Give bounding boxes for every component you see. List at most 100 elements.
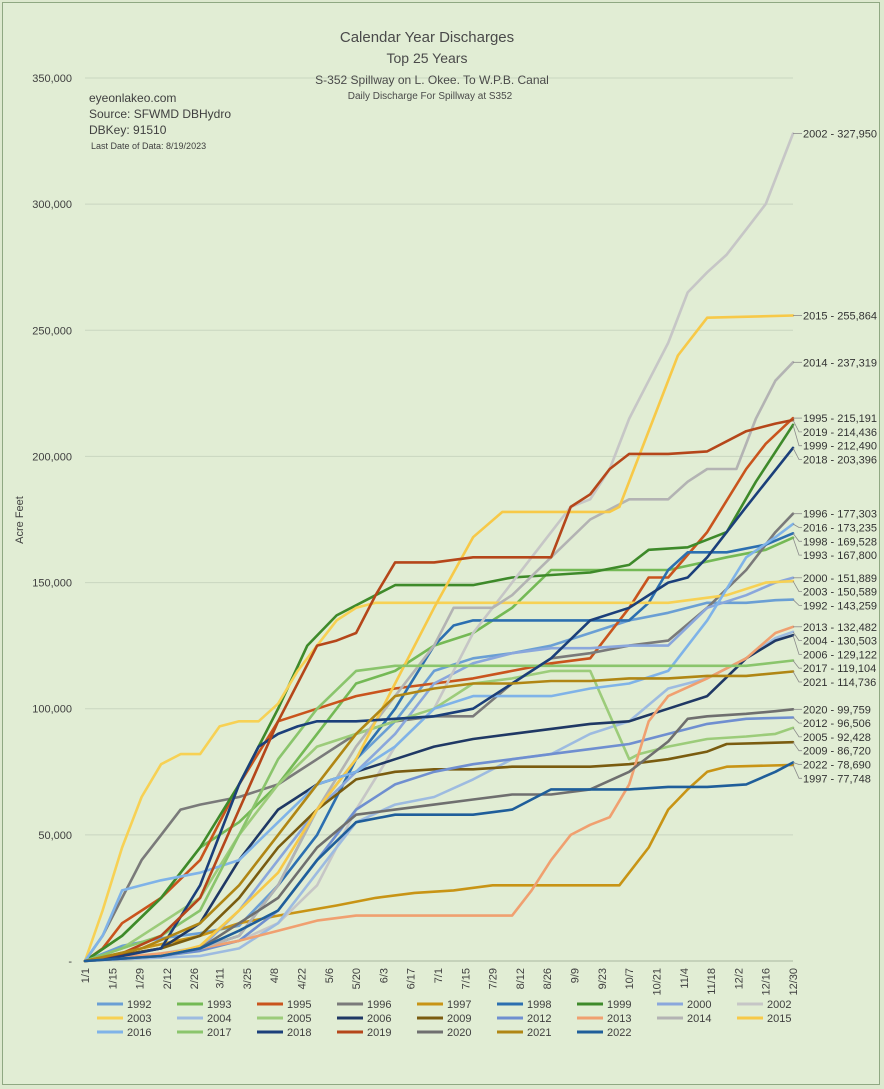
end-label-2009: 2009 - 86,720 [803, 746, 871, 758]
end-label-2016: 2016 - 173,235 [803, 522, 877, 534]
end-label-2020: 2020 - 99,759 [803, 704, 871, 716]
x-tick-label: 9/23 [597, 968, 609, 989]
end-label-2006: 2006 - 129,122 [803, 649, 877, 661]
end-label-leader [792, 599, 802, 606]
x-tick-label: 4/22 [296, 968, 308, 989]
end-label-leader [792, 533, 802, 542]
legend-label-1996: 1996 [367, 999, 391, 1011]
end-label-2019: 2019 - 214,436 [803, 427, 877, 439]
end-label-leader [792, 660, 802, 669]
end-label-2018: 2018 - 203,396 [803, 455, 877, 467]
end-label-1997: 1997 - 77,748 [803, 773, 871, 785]
chart-title: Calendar Year Discharges [340, 29, 514, 46]
x-tick-label: 10/7 [624, 968, 636, 989]
legend-label-2017: 2017 [207, 1027, 231, 1039]
end-label-2004: 2004 - 130,503 [803, 636, 877, 648]
end-label-2015: 2015 - 255,864 [803, 310, 877, 322]
end-label-2005: 2005 - 92,428 [803, 732, 871, 744]
legend-label-2020: 2020 [447, 1027, 471, 1039]
series-lines [83, 132, 795, 963]
series-line-2016 [83, 522, 795, 963]
series-line-2017 [83, 659, 795, 963]
legend-label-2016: 2016 [127, 1027, 151, 1039]
x-tick-label: 3/25 [242, 968, 254, 989]
chart-subtitle: Top 25 Years [387, 50, 468, 66]
end-label-leader [792, 580, 802, 592]
end-label-1993: 1993 - 167,800 [803, 550, 877, 562]
x-tick-label: 6/17 [406, 968, 418, 989]
x-tick-label: 11/4 [679, 968, 691, 989]
series-line-1995 [83, 416, 795, 963]
end-label-2002: 2002 - 327,950 [803, 129, 877, 141]
end-label-leader [792, 447, 802, 460]
series-end-labels: 2002 - 327,950 2015 - 255,864 2014 - 237,3… [792, 129, 877, 785]
y-tick-label: - [68, 956, 72, 968]
legend-label-2004: 2004 [207, 1013, 231, 1025]
end-label-1999: 1999 - 212,490 [803, 441, 877, 453]
end-label-leader [792, 741, 802, 752]
end-label-2003: 2003 - 150,589 [803, 587, 877, 599]
x-tick-label: 7/1 [433, 968, 445, 983]
end-label-2000: 2000 - 151,889 [803, 573, 877, 585]
x-tick-label: 2/12 [162, 968, 174, 989]
y-axis-label: Acre Feet [14, 496, 26, 544]
end-label-2017: 2017 - 119,104 [803, 663, 876, 675]
end-label-2013: 2013 - 132,482 [803, 622, 877, 634]
x-tick-label: 8/26 [542, 968, 554, 989]
end-label-1998: 1998 - 169,528 [803, 536, 877, 548]
series-line-2015 [83, 314, 795, 963]
y-tick-label: 150,000 [32, 578, 72, 590]
end-label-2021: 2021 - 114,736 [803, 677, 876, 689]
legend-label-2018: 2018 [287, 1027, 311, 1039]
legend-label-1997: 1997 [447, 999, 471, 1011]
x-tick-label: 8/12 [515, 968, 527, 989]
legend-label-2002: 2002 [767, 999, 791, 1011]
end-label-leader [792, 635, 802, 655]
end-label-leader [792, 419, 802, 433]
end-label-leader [792, 717, 802, 724]
legend-label-2014: 2014 [687, 1013, 711, 1025]
info-last-date: Last Date of Data: 8/19/2023 [91, 141, 206, 151]
x-tick-label: 1/15 [107, 968, 119, 989]
series-line-1999 [83, 423, 795, 963]
legend-label-1999: 1999 [607, 999, 631, 1011]
legend-label-2006: 2006 [367, 1013, 391, 1025]
y-tick-label: 200,000 [32, 451, 72, 463]
chart-subtitle-2: S-352 Spillway on L. Okee. To W.P.B. Can… [315, 73, 549, 87]
chart-subtitle-3: Daily Discharge For Spillway at S352 [348, 91, 513, 102]
series-line-2022 [83, 761, 795, 963]
series-line-2020 [83, 708, 795, 963]
x-tick-label: 3/11 [215, 968, 227, 989]
series-line-2018 [83, 446, 795, 963]
end-label-1992: 1992 - 143,259 [803, 600, 877, 612]
x-tick-label: 5/20 [351, 968, 363, 989]
legend-label-2000: 2000 [687, 999, 711, 1011]
x-tick-label: 9/9 [570, 968, 582, 983]
end-label-1996: 1996 - 177,303 [803, 509, 877, 521]
x-tick-label: 6/3 [378, 968, 390, 983]
end-label-leader [792, 764, 802, 779]
series-line-1996 [83, 512, 795, 963]
end-label-leader [792, 424, 802, 447]
series-line-2013 [83, 625, 795, 963]
end-label-leader [792, 523, 802, 528]
x-tick-label: 11/18 [706, 968, 718, 995]
legend-label-2009: 2009 [447, 1013, 471, 1025]
end-label-leader [792, 631, 802, 641]
x-tick-label: 12/30 [788, 968, 800, 996]
legend-label-2019: 2019 [367, 1027, 391, 1039]
legend-label-2005: 2005 [287, 1013, 311, 1025]
legend-label-2003: 2003 [127, 1013, 151, 1025]
y-tick-label: 300,000 [32, 199, 72, 211]
end-label-leader [792, 671, 802, 683]
end-label-2014: 2014 - 237,319 [803, 357, 877, 369]
series-line-2019 [83, 418, 795, 963]
legend-label-2021: 2021 [527, 1027, 551, 1039]
x-tick-label: 2/26 [189, 968, 201, 989]
legend-label-2012: 2012 [527, 1013, 551, 1025]
x-tick-label: 7/29 [488, 968, 500, 989]
legend: 1992 1993 1995 1996 1997 1998 1999 2000 2002 2003… [97, 999, 791, 1039]
x-tick-label: 5/6 [324, 968, 336, 983]
